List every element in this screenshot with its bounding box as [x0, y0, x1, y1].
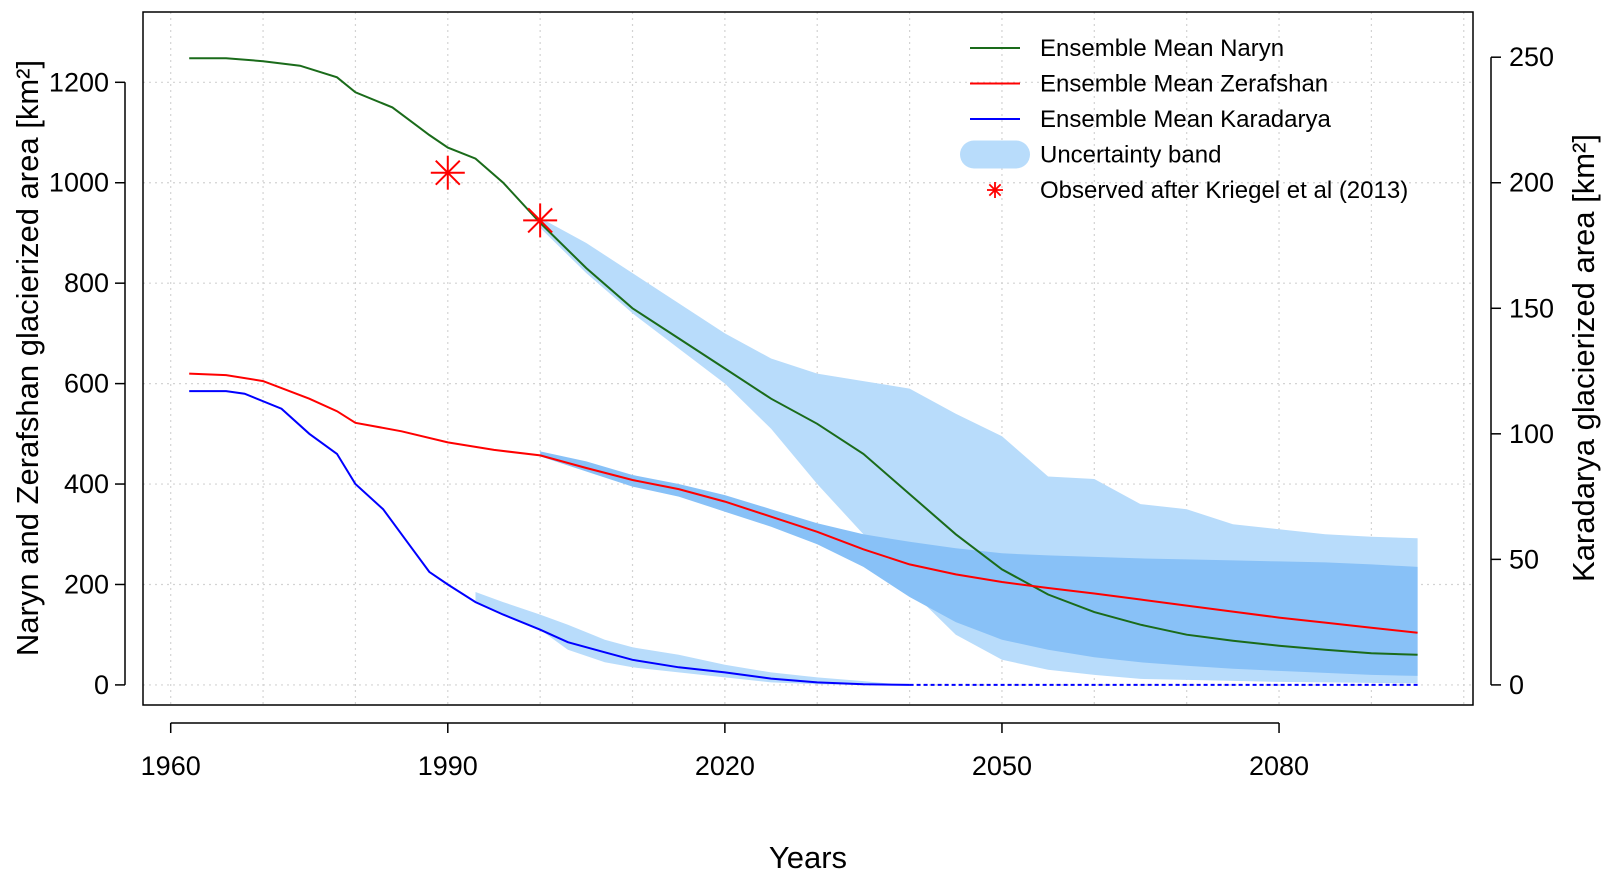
- axes: 1960 1990 2020 2050 208002004006008001000120…: [49, 42, 1554, 781]
- y-tick-label-left: 200: [64, 569, 109, 599]
- observed-markers: [430, 155, 558, 238]
- plot-frame: [142, 11, 1474, 706]
- y-tick-label-left: 1000: [49, 168, 109, 198]
- line-zerafshan: [189, 372, 1418, 634]
- y-tick-label-right: 0: [1509, 670, 1524, 700]
- y-tick-label-left: 800: [64, 268, 109, 298]
- line-karadarya: [189, 390, 910, 686]
- legend-swatch-observed: [987, 182, 1003, 198]
- uncertainty-bands: [475, 217, 1418, 685]
- observed-marker: [430, 155, 465, 190]
- y-tick-label-left: 400: [64, 469, 109, 499]
- x-tick-label: 2050: [972, 751, 1032, 781]
- legend-label-observed: Observed after Kriegel et al (2013): [1040, 177, 1408, 204]
- y-axis-right-title: Karadarya glacierized area [km²]: [1566, 134, 1601, 582]
- y-axis-left-title: Naryn and Zerafshan glacierized area [km…: [10, 60, 45, 656]
- x-tick-label: 1960: [141, 751, 201, 781]
- legend: Ensemble Mean Naryn Ensemble Mean Zerafsh…: [960, 35, 1408, 204]
- series-lines: [189, 57, 1418, 686]
- band-karadarya_band: [475, 592, 892, 685]
- y-tick-label-left: 0: [94, 670, 109, 700]
- y-tick-label-right: 150: [1509, 293, 1554, 323]
- line-naryn: [189, 57, 1418, 656]
- x-axis-title: Years: [769, 840, 847, 875]
- legend-label-karadarya: Ensemble Mean Karadarya: [1040, 106, 1331, 133]
- y-tick-label-right: 100: [1509, 419, 1554, 449]
- legend-swatch-band: [960, 140, 1030, 169]
- x-tick-label: 2080: [1249, 751, 1309, 781]
- observed-marker: [523, 203, 558, 238]
- y-tick-label-right: 250: [1509, 42, 1554, 72]
- legend-label-band: Uncertainty band: [1040, 142, 1221, 169]
- x-tick-label: 2020: [695, 751, 755, 781]
- y-tick-label-right: 50: [1509, 544, 1539, 574]
- y-tick-label-left: 1200: [49, 67, 109, 97]
- x-tick-label: 1990: [418, 751, 478, 781]
- y-tick-label-left: 600: [64, 369, 109, 399]
- band-zerafshan_band: [540, 451, 1418, 676]
- legend-label-naryn: Ensemble Mean Naryn: [1040, 35, 1284, 62]
- legend-label-zerafshan: Ensemble Mean Zerafshan: [1040, 71, 1328, 98]
- y-tick-label-right: 200: [1509, 168, 1554, 198]
